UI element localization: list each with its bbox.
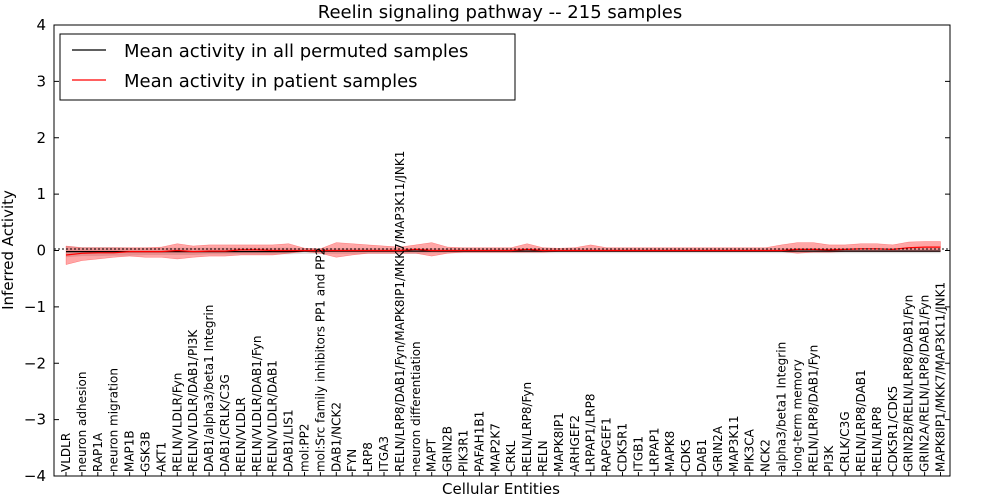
x-category-label: neuron adhesion xyxy=(75,371,89,472)
x-category-label: PI3K xyxy=(822,445,836,472)
x-category-label: RELN/VLDLR/DAB1/Fyn xyxy=(250,336,264,472)
x-category-label: neuron migration xyxy=(107,368,121,472)
y-tick-label: −2 xyxy=(24,354,46,372)
legend-box xyxy=(59,33,516,101)
x-category-label: MAPT xyxy=(425,438,439,472)
x-category-label: DAB1/CRLK/C3G xyxy=(218,374,232,472)
x-category-label: RAP1A xyxy=(91,432,105,472)
x-category-label: CRLK/C3G xyxy=(838,411,852,472)
x-category-label: DAB1/alpha3/beta1 Integrin xyxy=(202,305,216,472)
x-category-label: RELN/LRP8/DAB1 xyxy=(854,369,868,472)
x-category-label: GRIN2A xyxy=(711,425,725,472)
x-category-label: LRP8 xyxy=(361,442,375,472)
x-category-label: GSK3B xyxy=(139,431,153,472)
x-category-label: DAB1 xyxy=(695,439,709,472)
x-category-label: CDK5R1 xyxy=(616,423,630,472)
x-category-label: RELN/VLDLR/Fyn xyxy=(170,373,184,472)
x-category-label: RELN/LRP8/DAB1/Fyn xyxy=(806,345,820,472)
x-category-label: MAPK8 xyxy=(663,431,677,472)
x-axis-category-labels: VLDLR neuron adhesion RAP1A neuron migratio… xyxy=(59,151,948,476)
chart-title: Reelin signaling pathway -- 215 samples xyxy=(318,2,682,23)
series-line-patient xyxy=(65,246,941,256)
legend-label-permuted: Mean activity in all permuted samples xyxy=(124,41,468,62)
x-category-label: GRIN2B/RELN/LRP8/DAB1/Fyn xyxy=(902,295,916,472)
x-category-label: DAB1/LIS1 xyxy=(282,409,296,472)
y-tick-label: 4 xyxy=(36,16,46,34)
x-category-label: RELN/LRP8/DAB1/Fyn/MAPK8IP1/MKK7/MAP3K11… xyxy=(393,151,407,472)
x-category-label: NCK2 xyxy=(759,439,773,472)
y-tick-label: −4 xyxy=(24,467,46,485)
x-category-label: PAFAH1B1 xyxy=(472,411,486,472)
y-tick-label: 0 xyxy=(36,242,46,260)
legend-label-patient: Mean activity in patient samples xyxy=(124,71,418,92)
x-category-label: RELN/LRP8 xyxy=(870,406,884,472)
x-category-label: RELN xyxy=(536,440,550,472)
x-category-label: CDK5 xyxy=(679,439,693,472)
x-category-label: MAPK8IP1/MKK7/MAP3K11/JNK1 xyxy=(934,282,948,472)
x-category-label: GRIN2A/RELN/LRP8/DAB1/Fyn xyxy=(918,295,932,472)
x-category-label: VLDLR xyxy=(59,433,73,472)
x-category-label: RELN/VLDLR xyxy=(234,397,248,472)
x-category-label: ARHGEF2 xyxy=(568,415,582,472)
x-category-label: RELN/VLDLR/DAB1 xyxy=(266,360,280,472)
x-category-label: RELN/LRP8/Fyn xyxy=(520,382,534,472)
x-category-label: PIK3CA xyxy=(743,428,757,472)
y-axis-label: Inferred Activity xyxy=(0,190,17,310)
x-category-label: CDK5R1/CDK5 xyxy=(886,386,900,472)
y-axis-ticks: −4 −3 −2 −1 0 1 2 3 4 xyxy=(24,16,950,485)
x-category-label: FYN xyxy=(345,449,359,472)
x-category-label: long-term memory xyxy=(790,359,804,472)
y-tick-label: −1 xyxy=(24,298,46,316)
x-category-label: MAPK8IP1 xyxy=(552,412,566,472)
x-axis-label: Cellular Entities xyxy=(442,480,560,498)
y-tick-label: 3 xyxy=(36,72,46,90)
x-category-label: DAB1/NCK2 xyxy=(329,402,343,472)
x-category-label: MAP3K11 xyxy=(727,415,741,472)
x-category-label: ITGB1 xyxy=(631,436,645,472)
x-category-label: RELN/VLDLR/DAB1/PI3K xyxy=(186,329,200,472)
x-category-label: ITGA3 xyxy=(377,436,391,472)
x-category-label: mol:PP2 xyxy=(298,423,312,472)
y-tick-label: 1 xyxy=(36,185,46,203)
x-category-label: RAPGEF1 xyxy=(600,417,614,472)
x-category-label: PIK3R1 xyxy=(457,430,471,472)
x-category-label: AKT1 xyxy=(154,442,168,472)
x-category-label: CRKL xyxy=(504,440,518,472)
x-category-label: GRIN2B xyxy=(441,426,455,472)
x-category-label: neuron differentiation xyxy=(409,341,423,472)
x-category-label: LRPAP1/LRP8 xyxy=(584,393,598,472)
x-category-label: mol:Src family inhibitors PP1 and PP2 xyxy=(313,248,327,472)
x-category-label: LRPAP1 xyxy=(647,427,661,472)
legend: Mean activity in all permuted samples Me… xyxy=(59,33,516,101)
x-category-label: MAP1B xyxy=(123,430,137,472)
x-category-label: MAP2K7 xyxy=(488,423,502,472)
y-tick-label: −3 xyxy=(24,411,46,429)
y-tick-label: 2 xyxy=(36,129,46,147)
series-lines xyxy=(65,246,941,256)
x-category-label: alpha3/beta1 Integrin xyxy=(775,342,789,472)
